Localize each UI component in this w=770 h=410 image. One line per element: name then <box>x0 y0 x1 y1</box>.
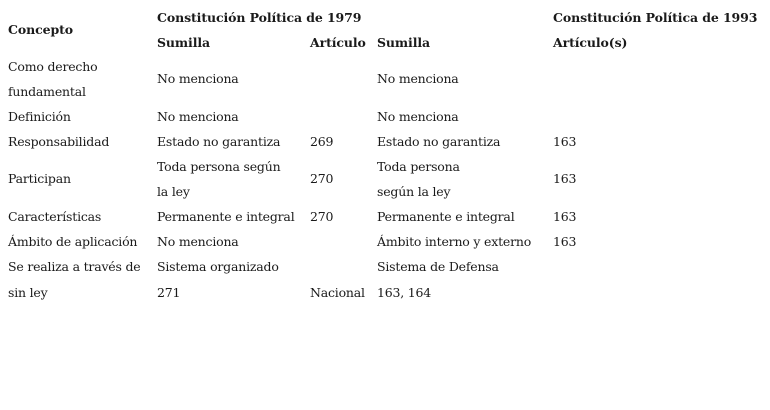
sumilla-1993-cell: No menciona <box>377 71 459 86</box>
concepto-cell: Características <box>8 209 102 224</box>
header-sumilla-1979: Sumilla <box>157 35 210 50</box>
sumilla-1993-cell: Sistema de Defensa <box>377 259 499 274</box>
concepto-cell: sin ley <box>8 285 48 300</box>
sumilla-1979-cell: Permanente e integral <box>157 209 295 224</box>
articulo-1993-cell: 163 <box>553 171 577 186</box>
concepto-cell-line2: fundamental <box>8 84 86 99</box>
header-constitucion-1993: Constitución Política de 1993 <box>553 10 758 25</box>
articulo-1993-cell: 163 <box>553 234 577 249</box>
header-concepto: Concepto <box>8 22 73 37</box>
header-constitucion-1979: Constitución Política de 1979 <box>157 10 362 25</box>
articulo-1993-cell: 163 <box>553 134 577 149</box>
articulo-1979-cell: 270 <box>310 209 334 224</box>
sumilla-1979-cell: Sistema organizado <box>157 259 279 274</box>
header-articulo-1993: Artículo(s) <box>553 35 628 50</box>
concepto-cell: Definición <box>8 109 71 124</box>
header-articulo-1979: Artículo <box>310 35 366 50</box>
articulo-1979-cell: Nacional <box>310 285 365 300</box>
header-sumilla-1993: Sumilla <box>377 35 430 50</box>
sumilla-1979-cell: No menciona <box>157 109 239 124</box>
sumilla-1993-cell-line2: según la ley <box>377 184 451 199</box>
sumilla-1979-cell: No menciona <box>157 71 239 86</box>
sumilla-1993-cell: Toda persona <box>377 159 460 174</box>
concepto-cell: Como derecho <box>8 59 98 74</box>
articulo-1979-cell: 270 <box>310 171 334 186</box>
sumilla-1993-cell: No menciona <box>377 109 459 124</box>
concepto-cell: Responsabilidad <box>8 134 110 149</box>
sumilla-1979-cell: No menciona <box>157 234 239 249</box>
concepto-cell: Se realiza a través de <box>8 259 141 274</box>
sumilla-1979-cell: 271 <box>157 285 181 300</box>
sumilla-1993-cell: 163, 164 <box>377 285 432 300</box>
sumilla-1993-cell: Permanente e integral <box>377 209 515 224</box>
articulo-1979-cell: 269 <box>310 134 334 149</box>
sumilla-1993-cell: Ámbito interno y externo <box>377 234 532 249</box>
concepto-cell: Participan <box>8 171 71 186</box>
sumilla-1993-cell: Estado no garantiza <box>377 134 501 149</box>
articulo-1993-cell: 163 <box>553 209 577 224</box>
concepto-cell: Ámbito de aplicación <box>8 234 138 249</box>
sumilla-1979-cell: Estado no garantiza <box>157 134 281 149</box>
sumilla-1979-cell: Toda persona según <box>157 159 281 174</box>
sumilla-1979-cell-line2: la ley <box>157 184 190 199</box>
